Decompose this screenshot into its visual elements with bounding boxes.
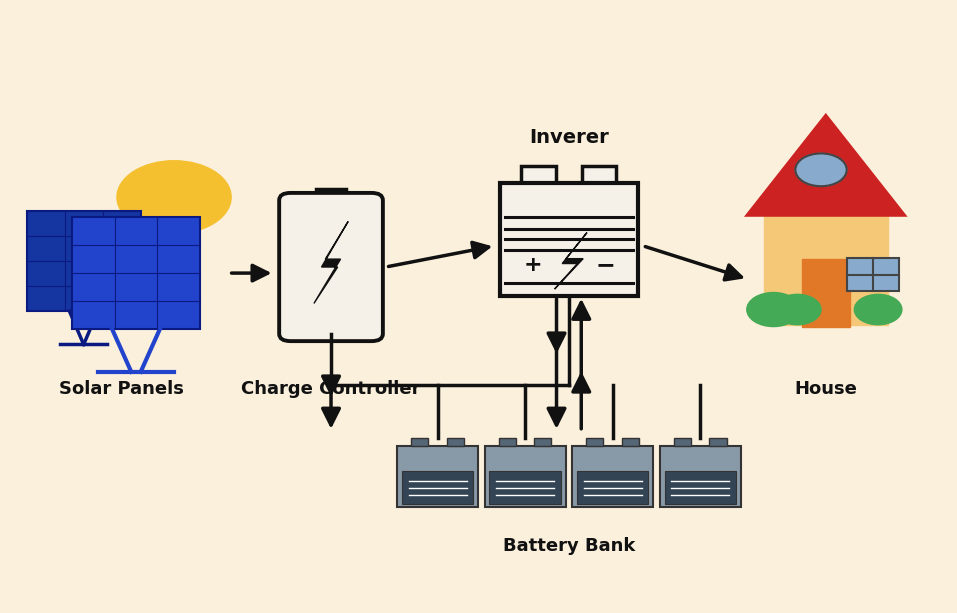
Polygon shape — [314, 221, 348, 303]
Text: Battery Bank: Battery Bank — [502, 538, 635, 555]
Circle shape — [773, 294, 821, 325]
FancyBboxPatch shape — [522, 167, 556, 183]
FancyBboxPatch shape — [622, 438, 639, 446]
Circle shape — [795, 153, 847, 186]
Text: House: House — [794, 379, 857, 397]
FancyBboxPatch shape — [709, 438, 726, 446]
FancyBboxPatch shape — [499, 438, 516, 446]
Polygon shape — [555, 232, 587, 289]
Circle shape — [117, 161, 232, 234]
FancyBboxPatch shape — [412, 438, 429, 446]
Text: Charge Controller: Charge Controller — [241, 379, 421, 397]
FancyBboxPatch shape — [659, 446, 741, 507]
FancyBboxPatch shape — [279, 193, 383, 341]
FancyBboxPatch shape — [500, 183, 638, 296]
FancyBboxPatch shape — [572, 446, 653, 507]
Circle shape — [746, 292, 800, 327]
FancyBboxPatch shape — [577, 471, 648, 504]
FancyBboxPatch shape — [534, 438, 551, 446]
FancyBboxPatch shape — [27, 211, 141, 311]
FancyBboxPatch shape — [397, 446, 478, 507]
FancyBboxPatch shape — [489, 471, 561, 504]
FancyBboxPatch shape — [664, 471, 736, 504]
FancyBboxPatch shape — [674, 438, 691, 446]
FancyBboxPatch shape — [72, 217, 200, 329]
Polygon shape — [746, 115, 904, 215]
FancyBboxPatch shape — [447, 438, 464, 446]
Text: −: − — [595, 253, 615, 276]
FancyBboxPatch shape — [802, 259, 850, 327]
FancyBboxPatch shape — [587, 438, 604, 446]
Text: Solar Panels: Solar Panels — [59, 379, 184, 397]
FancyBboxPatch shape — [764, 209, 888, 325]
FancyBboxPatch shape — [582, 167, 616, 183]
Text: Inverer: Inverer — [529, 129, 609, 148]
FancyBboxPatch shape — [847, 258, 899, 291]
FancyBboxPatch shape — [484, 446, 566, 507]
Text: +: + — [523, 255, 542, 275]
FancyBboxPatch shape — [402, 471, 474, 504]
FancyBboxPatch shape — [316, 189, 346, 200]
Circle shape — [855, 294, 901, 325]
